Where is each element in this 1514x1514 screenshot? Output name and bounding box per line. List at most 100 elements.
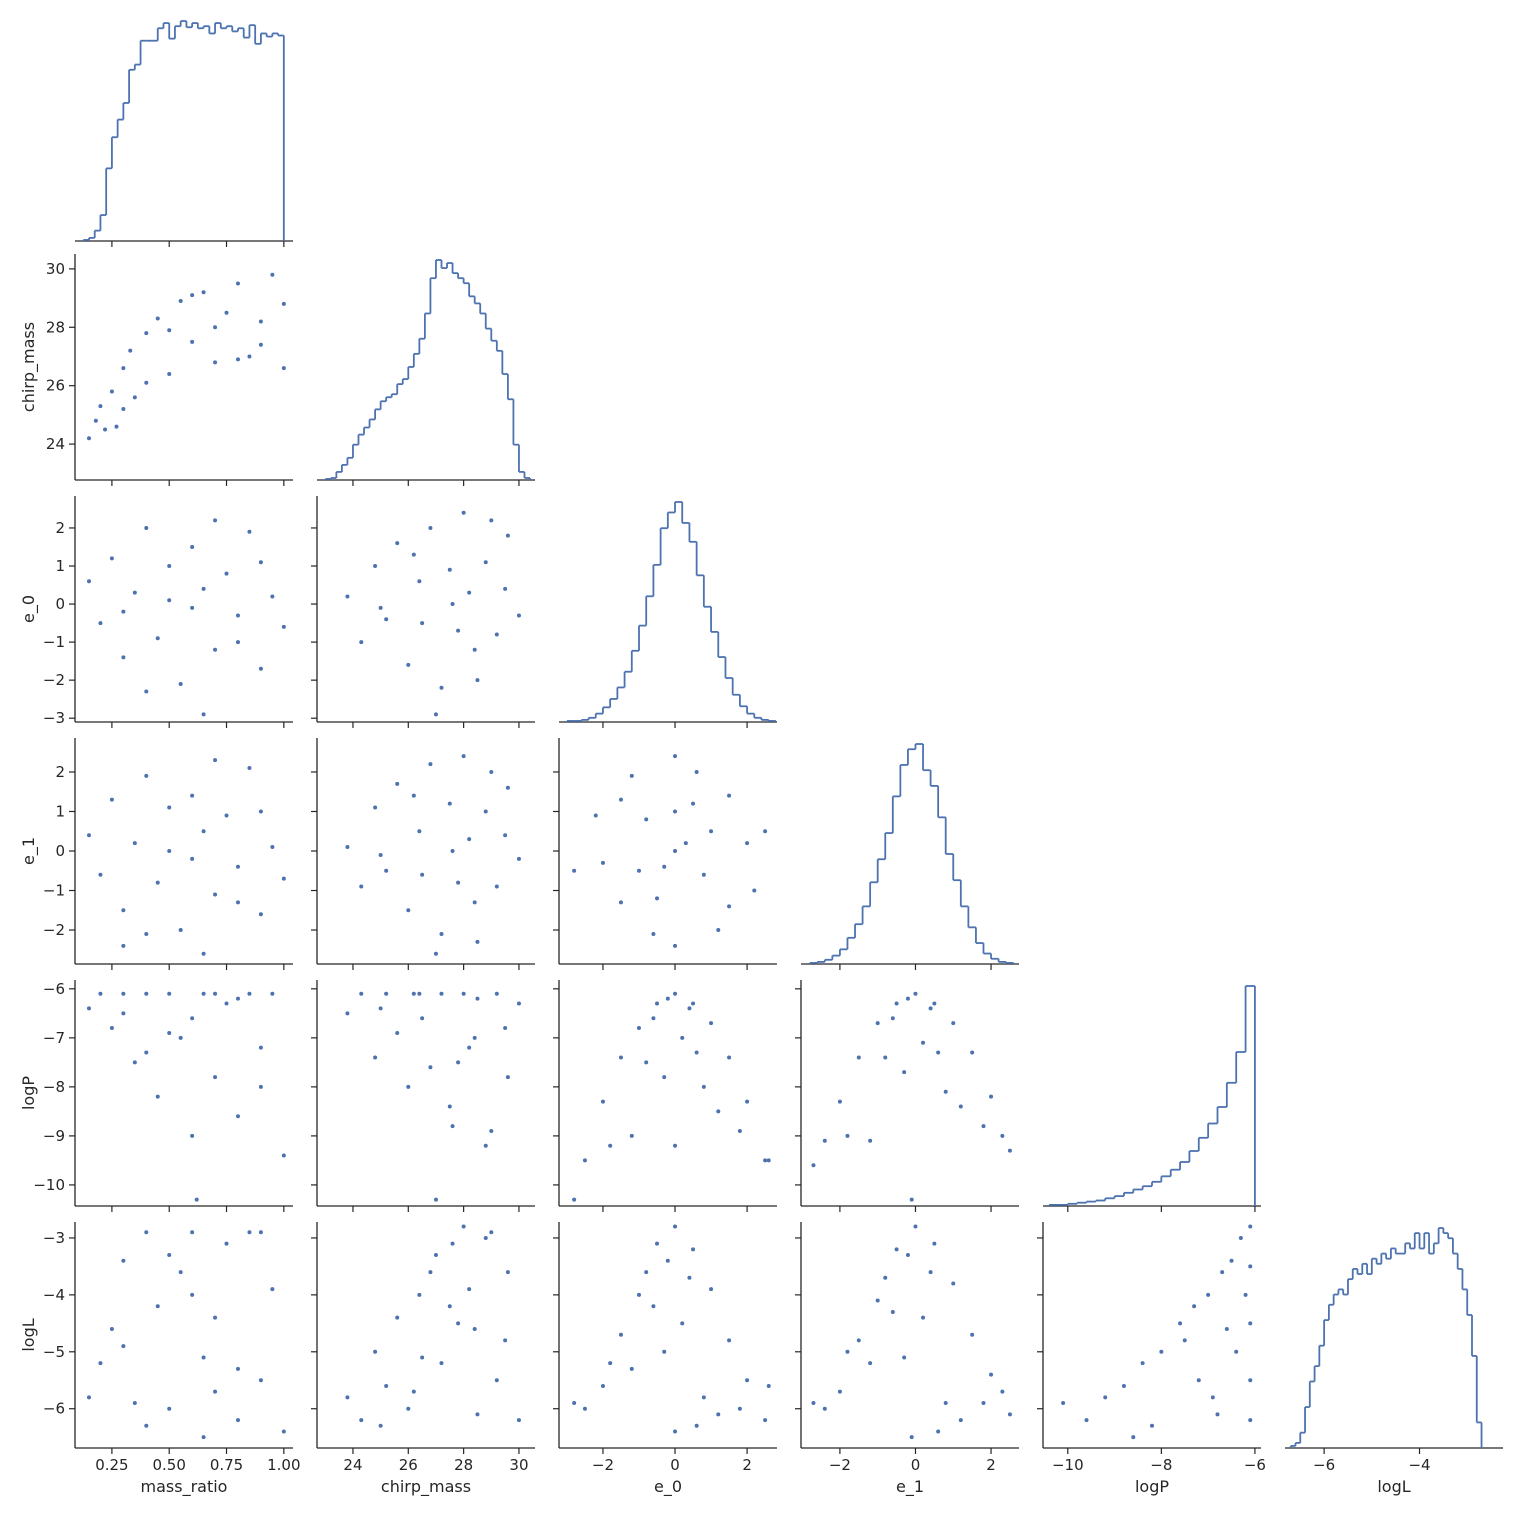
scatter-point — [673, 943, 678, 948]
scatter-point — [178, 299, 183, 304]
x-tick-label: 0.75 — [210, 1456, 243, 1474]
scatter-point — [716, 928, 721, 933]
scatter-point — [235, 281, 240, 286]
scatter-point — [450, 602, 455, 607]
scatter-point — [235, 1114, 240, 1119]
scatter-point — [258, 1084, 263, 1089]
scatter-point — [420, 1016, 425, 1021]
scatter-point — [691, 1247, 696, 1252]
scatter-point — [629, 1366, 634, 1371]
scatter-point — [701, 872, 706, 877]
scatter-point — [98, 991, 103, 996]
scatter-point — [121, 1344, 126, 1349]
scatter-point — [1159, 1349, 1164, 1354]
scatter-point — [636, 1026, 641, 1031]
scatter-point — [167, 1253, 172, 1258]
scatter-point — [406, 662, 411, 667]
scatter-point — [447, 1104, 452, 1109]
scatter-point — [411, 552, 416, 557]
scatter-point — [475, 678, 480, 683]
scatter-point — [516, 856, 521, 861]
scatter-point — [155, 316, 160, 321]
scatter-point — [128, 348, 133, 353]
scatter-point — [224, 571, 229, 576]
scatter-point — [673, 991, 678, 996]
scatter-point — [86, 833, 91, 838]
scatter-point — [167, 1030, 172, 1035]
scatter-point — [213, 758, 218, 763]
x-tick-label: 0.50 — [153, 1456, 186, 1474]
x-tick-label: −4 — [1408, 1456, 1430, 1474]
x-tick-label: 2 — [986, 1456, 996, 1474]
scatter-point — [190, 1292, 195, 1297]
scatter-point — [109, 556, 114, 561]
scatter-point — [1000, 1133, 1005, 1138]
scatter-point — [709, 829, 714, 834]
scatter-point — [475, 996, 480, 1001]
scatter-point — [913, 991, 918, 996]
scatter-point — [593, 813, 598, 818]
scatter-point — [395, 1030, 400, 1035]
scatter-point — [636, 868, 641, 873]
scatter-point — [636, 1292, 641, 1297]
scatter-point — [190, 544, 195, 549]
scatter-point — [190, 1016, 195, 1021]
scatter-point — [190, 856, 195, 861]
scatter-point — [406, 1084, 411, 1089]
scatter-point — [178, 928, 183, 933]
scatter-point — [121, 943, 126, 948]
scatter-point — [281, 366, 286, 371]
scatter-point — [86, 436, 91, 441]
scatter-point — [178, 1270, 183, 1275]
scatter-point — [420, 872, 425, 877]
scatter-point — [932, 1001, 937, 1006]
scatter-point — [655, 1001, 660, 1006]
scatter-point — [489, 518, 494, 523]
scatter-point — [201, 951, 206, 956]
y-axis-label: logL — [19, 1318, 38, 1351]
scatter-point — [439, 991, 444, 996]
scatter-point — [384, 991, 389, 996]
scatter-point — [483, 560, 488, 565]
scatter-point — [270, 1287, 275, 1292]
scatter-point — [433, 951, 438, 956]
scatter-point — [439, 685, 444, 690]
scatter-point — [213, 518, 218, 523]
scatter-point — [213, 991, 218, 996]
scatter-point — [618, 900, 623, 905]
scatter-point — [281, 301, 286, 306]
x-tick-label: 28 — [454, 1456, 473, 1474]
y-axis-label: e_0 — [19, 595, 39, 623]
scatter-point — [582, 1158, 587, 1163]
scatter-point — [716, 1109, 721, 1114]
y-tick-label: −10 — [33, 1176, 65, 1194]
scatter-point — [505, 533, 510, 538]
scatter-point — [406, 908, 411, 913]
scatter-point — [247, 766, 252, 771]
scatter-point — [167, 1406, 172, 1411]
scatter-point — [447, 801, 452, 806]
scatter-point — [395, 1315, 400, 1320]
x-axis-label: logP — [1135, 1477, 1169, 1496]
scatter-point — [902, 1070, 907, 1075]
scatter-point — [883, 1275, 888, 1280]
scatter-point — [662, 864, 667, 869]
scatter-point — [224, 813, 229, 818]
scatter-point — [503, 833, 508, 838]
scatter-point — [1150, 1423, 1154, 1428]
scatter-point — [503, 586, 508, 591]
scatter-point — [258, 560, 263, 565]
scatter-point — [763, 1158, 768, 1163]
scatter-point — [213, 892, 218, 897]
y-tick-label: −1 — [43, 882, 65, 900]
scatter-point — [178, 681, 183, 686]
scatter-point — [687, 1275, 692, 1280]
scatter-point — [745, 841, 750, 846]
scatter-point — [201, 290, 206, 295]
scatter-point — [989, 1372, 994, 1377]
scatter-point — [213, 647, 218, 652]
scatter-point — [505, 1270, 510, 1275]
scatter-point — [837, 1099, 842, 1104]
y-tick-label: −3 — [43, 709, 65, 727]
scatter-point — [483, 1235, 488, 1240]
